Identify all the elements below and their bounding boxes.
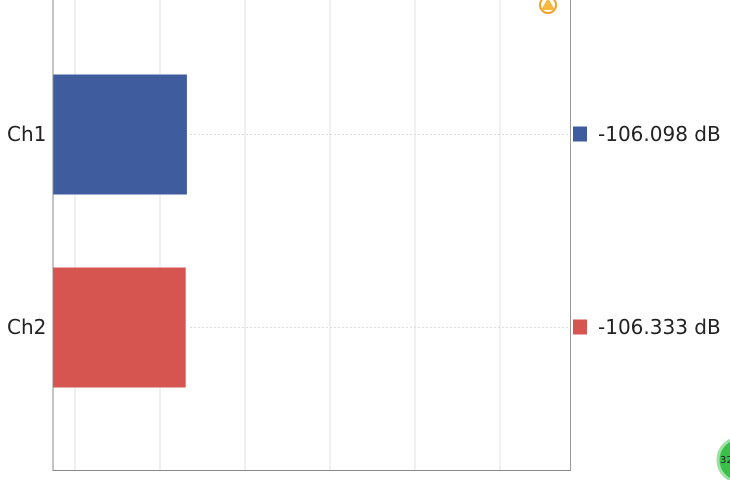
- y-tick-label: Ch1: [7, 122, 46, 146]
- badge-text: 32: [720, 455, 730, 466]
- legend-swatch: [573, 319, 587, 335]
- legend-label: -106.333 dB: [598, 315, 721, 339]
- plot: [53, 74, 570, 388]
- warning-icon: [539, 0, 557, 14]
- legend-label: -106.098 dB: [598, 122, 721, 146]
- legend-swatch: [573, 126, 587, 142]
- bar: [53, 74, 187, 195]
- badge[interactable]: 32: [716, 438, 730, 480]
- bar: [53, 267, 186, 388]
- y-tick-label: Ch2: [7, 315, 46, 339]
